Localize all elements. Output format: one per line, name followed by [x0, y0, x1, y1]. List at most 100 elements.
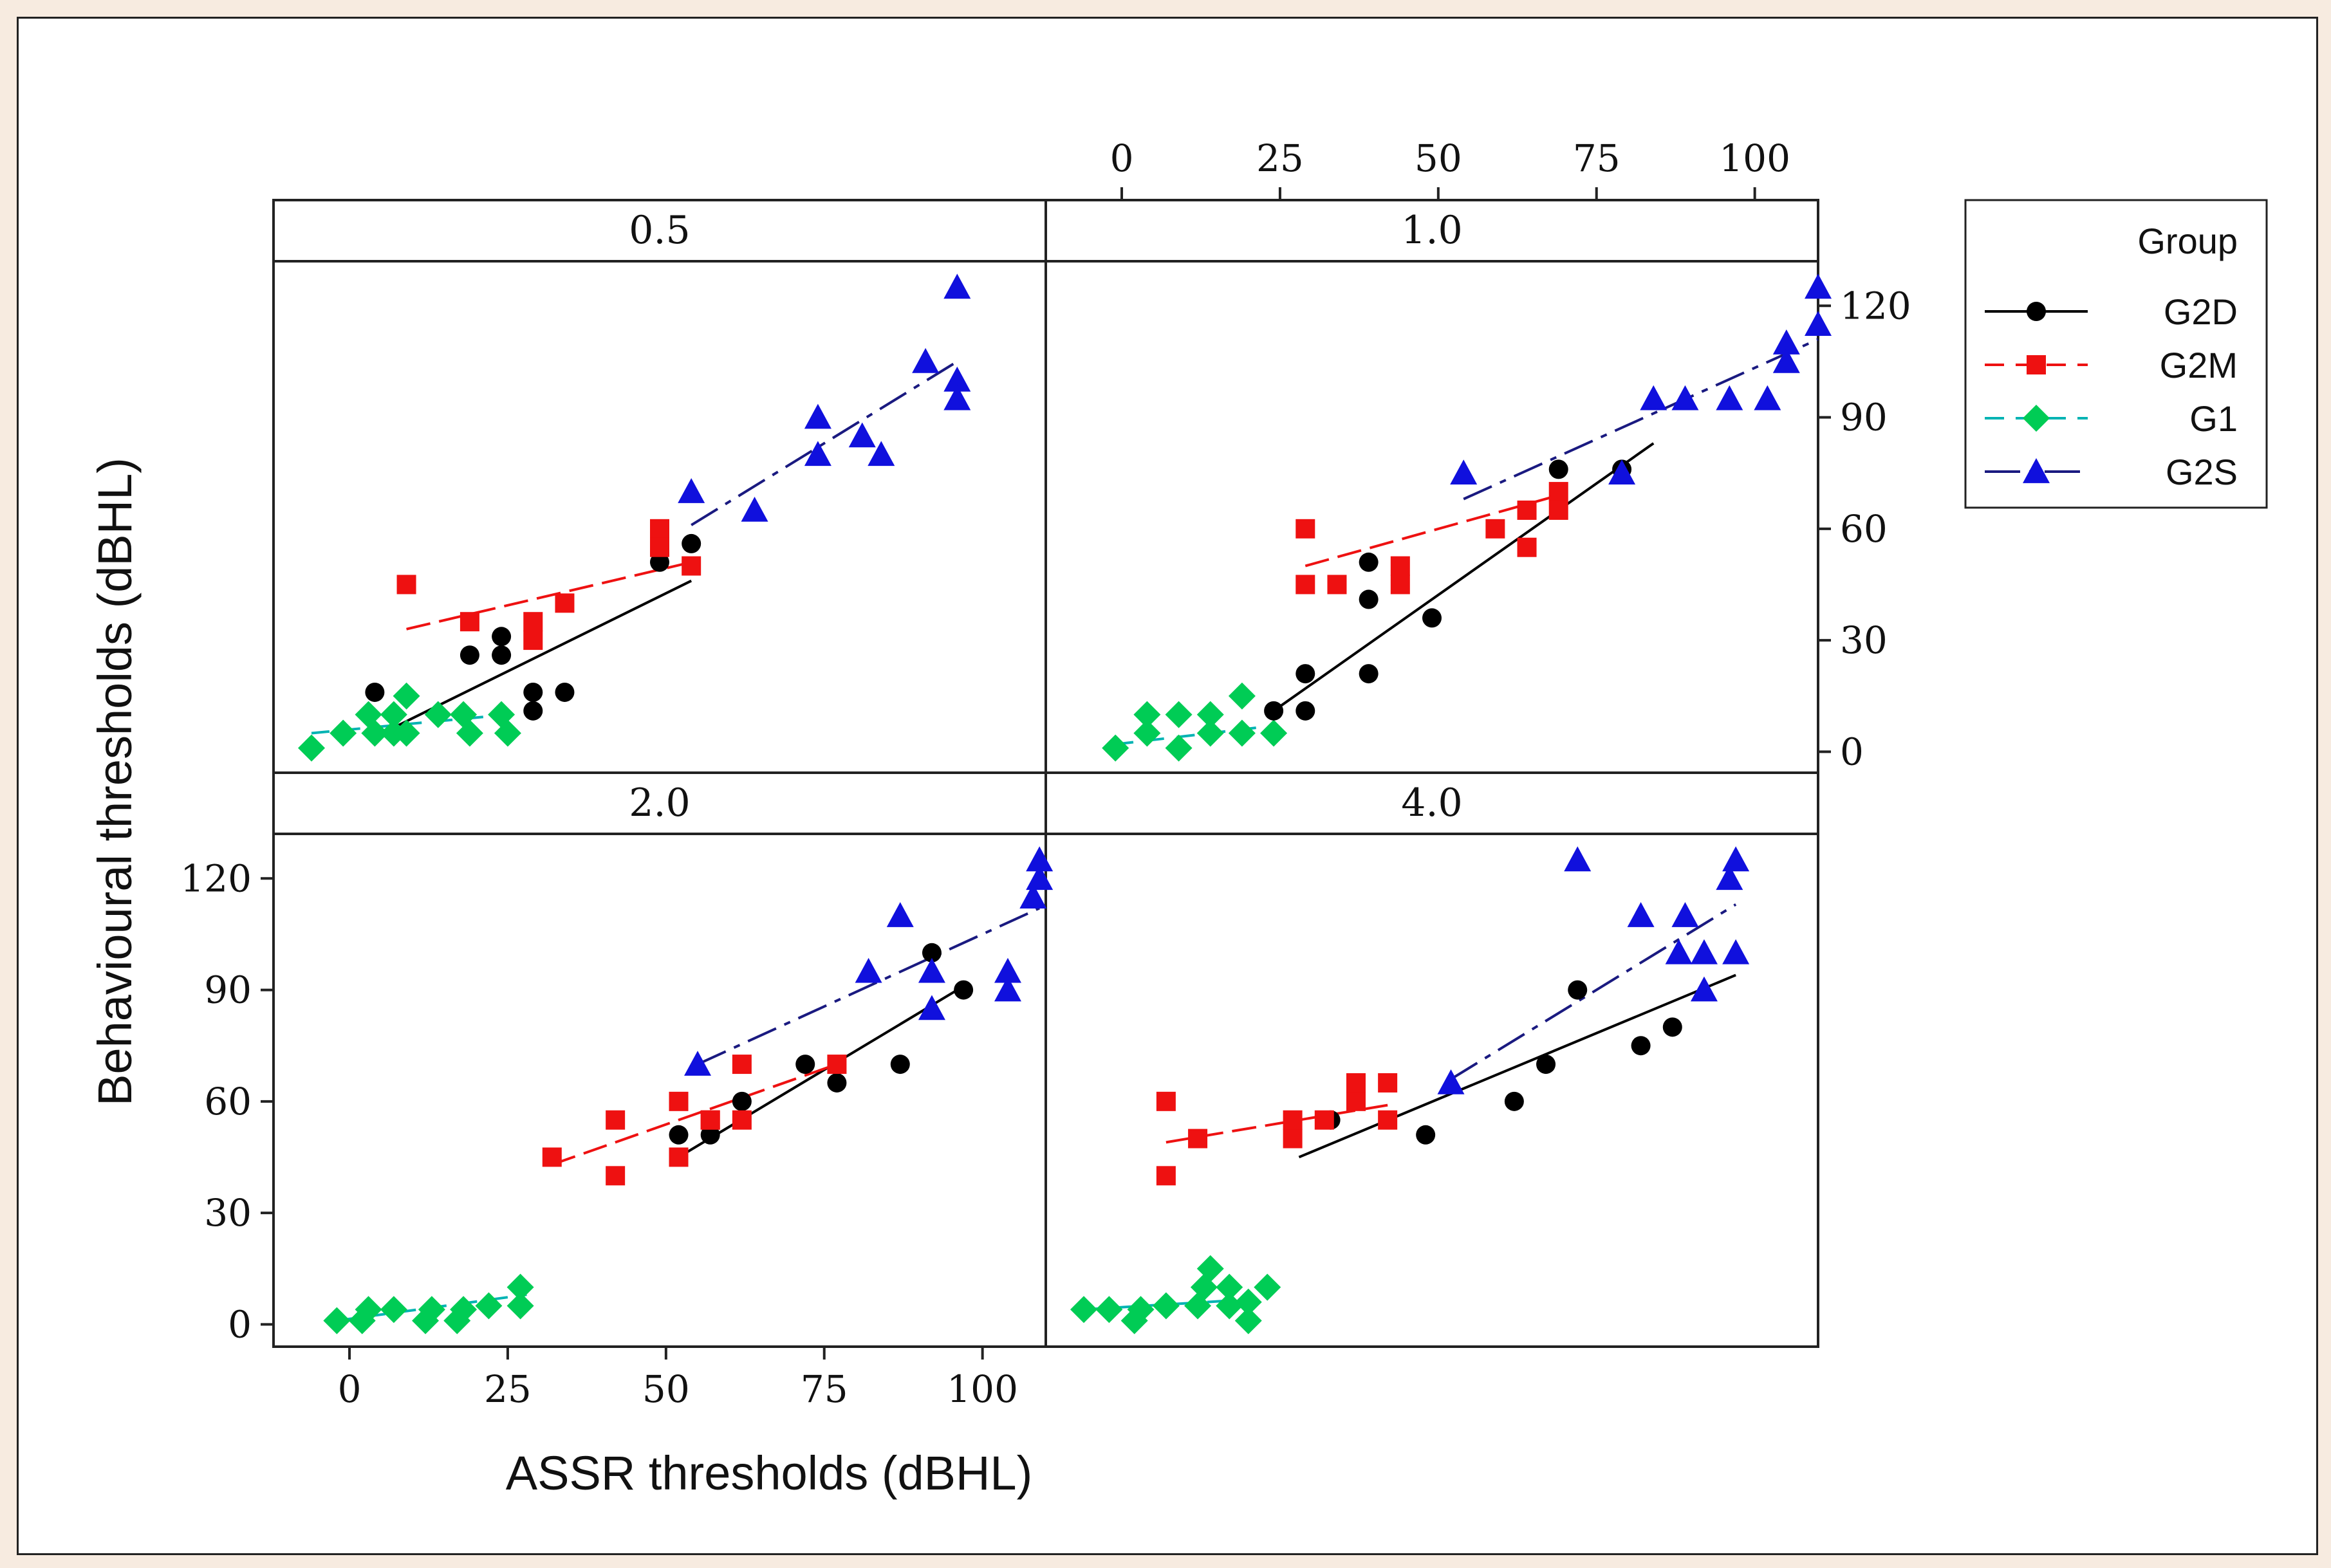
- y-tick-label: 120: [1840, 284, 1911, 327]
- point-g2d-panel-0.5: [365, 682, 385, 702]
- x-tick-label: 75: [801, 1367, 848, 1411]
- point-g1-panel-4.0: [1216, 1292, 1243, 1320]
- point-g1-panel-4.0: [1152, 1292, 1180, 1320]
- point-g2m-panel-1.0: [1296, 519, 1315, 539]
- fit-line-g2d-panel-4.0: [1298, 973, 1736, 1159]
- point-g1-panel-1.0: [1133, 719, 1161, 747]
- point-g2s-panel-0.5: [912, 347, 940, 373]
- point-g2s-panel-2.0: [994, 976, 1021, 1002]
- panel-2.0-strip-label: 2.0: [629, 780, 690, 826]
- x-tick-label: 100: [1719, 136, 1790, 180]
- point-g2s-panel-1.0: [1671, 385, 1699, 410]
- point-g1-panel-4.0: [1234, 1307, 1262, 1334]
- point-g2m-panel-1.0: [1517, 500, 1537, 520]
- strip-headers: 0.5 1.0 2.0 4.0: [272, 199, 1819, 835]
- point-g1-panel-2.0: [450, 1296, 478, 1324]
- x-axis-title: ASSR thresholds (dBHL): [506, 1446, 1032, 1500]
- point-g2m-panel-0.5: [682, 556, 701, 576]
- point-g1-panel-1.0: [1133, 701, 1161, 728]
- panel-1.0-strip-label: 1.0: [1401, 208, 1462, 253]
- point-g2m-panel-2.0: [542, 1147, 562, 1167]
- point-g2s-panel-0.5: [678, 478, 705, 503]
- panel-2.0-plot-area: [272, 833, 1047, 1348]
- point-g2m-panel-0.5: [460, 612, 479, 632]
- point-g2m-panel-1.0: [1296, 575, 1315, 595]
- panel-4.0-strip: [1045, 771, 1819, 835]
- fit-line-g2s-panel-0.5: [691, 360, 958, 526]
- point-g2s-panel-0.5: [848, 422, 876, 448]
- point-g1-panel-4.0: [1254, 1273, 1281, 1301]
- point-g2d-panel-4.0: [1568, 980, 1588, 1000]
- point-g2m-panel-4.0: [1378, 1073, 1398, 1093]
- point-g1-panel-1.0: [1228, 682, 1256, 710]
- point-g2s-panel-4.0: [1627, 902, 1655, 927]
- point-g1-panel-0.5: [494, 719, 521, 747]
- point-g2m-panel-1.0: [1485, 519, 1505, 539]
- point-g2m-panel-1.0: [1390, 556, 1410, 576]
- point-g1-panel-1.0: [1228, 719, 1256, 747]
- fit-line-g2d-panel-1.0: [1272, 442, 1655, 712]
- point-g2d-panel-2.0: [669, 1125, 689, 1145]
- point-g2s-panel-0.5: [868, 441, 895, 466]
- point-g2s-panel-2.0: [1026, 865, 1054, 890]
- panel-4.0-plot-area: [1045, 833, 1819, 1348]
- point-g2m-panel-2.0: [669, 1147, 689, 1167]
- point-g1-panel-2.0: [506, 1292, 534, 1320]
- legend-box: [1964, 199, 2268, 509]
- y-axis-title: Behavioural thresholds (dBHL): [88, 457, 142, 1106]
- legend-marker-g2m: [2027, 355, 2046, 374]
- point-g2s-panel-2.0: [918, 957, 945, 983]
- point-g2m-panel-2.0: [827, 1055, 847, 1075]
- point-g2s-panel-1.0: [1608, 459, 1636, 485]
- point-g1-panel-0.5: [361, 719, 389, 747]
- point-g2s-panel-2.0: [855, 957, 882, 983]
- point-g1-panel-1.0: [1196, 719, 1224, 747]
- point-g2m-panel-0.5: [650, 537, 669, 557]
- point-g2m-panel-4.0: [1156, 1091, 1176, 1111]
- point-g2s-panel-0.5: [741, 496, 768, 522]
- panel-0.5-strip-label: 0.5: [629, 208, 690, 253]
- axes: 0 25 50 75 100 0 25 50 75 100 0 30 60 90 120 0 30 60 90 120: [180, 136, 1911, 1411]
- point-g2s-panel-2.0: [886, 902, 914, 927]
- point-g2s-panel-4.0: [1437, 1069, 1465, 1094]
- point-g2d-panel-4.0: [1416, 1125, 1436, 1145]
- point-g1-panel-1.0: [1102, 734, 1129, 762]
- figure-frame: 0.5 1.0 2.0 4.0 0 25 50 75 100 0 25 50 75 100 0 30 60 90…: [17, 17, 2318, 1555]
- point-g2m-panel-2.0: [732, 1110, 752, 1130]
- y-tick-label: 90: [1840, 396, 1888, 439]
- point-g2d-panel-2.0: [890, 1055, 910, 1075]
- point-g2s-panel-4.0: [1690, 939, 1718, 964]
- point-g2m-panel-4.0: [1283, 1129, 1303, 1148]
- point-g2s-panel-1.0: [1450, 459, 1478, 485]
- point-g2d-panel-4.0: [1631, 1036, 1651, 1056]
- panel-0.5-plot-area: [272, 260, 1047, 775]
- fit-line-g2s-panel-1.0: [1463, 338, 1819, 501]
- point-g1-panel-2.0: [418, 1296, 445, 1324]
- point-g1-panel-0.5: [330, 719, 357, 747]
- point-g2d-panel-0.5: [555, 682, 575, 702]
- point-g2d-panel-4.0: [1662, 1017, 1682, 1037]
- point-g2s-panel-2.0: [1019, 883, 1047, 909]
- panel-4.0-strip-label: 4.0: [1401, 780, 1462, 826]
- point-g2s-panel-1.0: [1805, 273, 1832, 299]
- point-g2m-panel-2.0: [732, 1055, 752, 1075]
- point-g2m-panel-4.0: [1188, 1129, 1208, 1148]
- point-g2d-panel-2.0: [700, 1125, 720, 1145]
- fit-line-g2s-panel-2.0: [697, 907, 1040, 1065]
- y-tick-label: 30: [1840, 618, 1888, 662]
- point-g2s-panel-4.0: [1722, 939, 1750, 964]
- point-g2m-panel-1.0: [1327, 575, 1347, 595]
- point-g2d-panel-1.0: [1359, 664, 1379, 684]
- point-g2m-panel-2.0: [606, 1110, 626, 1130]
- x-tick-label: 0: [338, 1367, 362, 1411]
- panel-2.0-strip: [272, 771, 1047, 835]
- point-g2m-panel-1.0: [1548, 482, 1568, 502]
- point-g2m-panel-4.0: [1378, 1110, 1398, 1130]
- data-points: [298, 273, 1832, 1334]
- legend-items: G2D G2M G1 G2S: [1985, 291, 2238, 492]
- point-g1-panel-4.0: [1216, 1273, 1243, 1301]
- point-g2d-panel-1.0: [1296, 701, 1315, 721]
- point-g2d-panel-0.5: [523, 701, 543, 721]
- point-g2d-panel-1.0: [1296, 664, 1315, 684]
- legend-label-g1: G1: [2189, 398, 2238, 439]
